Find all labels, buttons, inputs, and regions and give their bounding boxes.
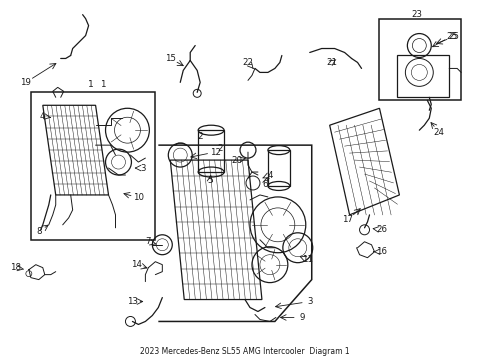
Text: 2: 2 <box>197 132 203 141</box>
Text: 2: 2 <box>218 144 223 153</box>
Text: 25: 25 <box>449 32 460 41</box>
Text: 6: 6 <box>262 180 268 189</box>
Text: 23: 23 <box>412 10 423 19</box>
Text: 13: 13 <box>127 297 138 306</box>
Text: 1: 1 <box>100 80 105 89</box>
Text: 22: 22 <box>243 58 253 67</box>
Text: 25: 25 <box>446 32 458 41</box>
Text: 1: 1 <box>88 80 94 89</box>
Text: 4: 4 <box>40 112 46 121</box>
Bar <box>31 92 155 240</box>
Text: 3: 3 <box>141 163 146 172</box>
Text: 26: 26 <box>376 225 387 234</box>
Text: 3: 3 <box>307 297 313 306</box>
Text: 9: 9 <box>299 313 304 322</box>
Text: 12: 12 <box>210 148 220 157</box>
Text: 21: 21 <box>326 58 337 67</box>
Text: 18: 18 <box>10 263 22 272</box>
Text: 10: 10 <box>133 193 144 202</box>
Bar <box>379 19 461 100</box>
Text: 14: 14 <box>131 260 142 269</box>
Text: 5: 5 <box>207 176 213 185</box>
Bar <box>198 130 224 172</box>
Text: 15: 15 <box>165 54 176 63</box>
Text: 24: 24 <box>434 128 445 137</box>
Text: 8: 8 <box>36 227 42 236</box>
Text: 7: 7 <box>146 237 151 246</box>
Text: 4: 4 <box>267 171 272 180</box>
Text: 11: 11 <box>302 255 313 264</box>
Bar <box>397 55 449 97</box>
Text: 16: 16 <box>376 247 387 256</box>
Text: 20: 20 <box>232 156 243 165</box>
Text: 17: 17 <box>342 215 353 224</box>
Bar <box>268 150 290 186</box>
Text: 19: 19 <box>21 78 31 87</box>
Text: 2023 Mercedes-Benz SL55 AMG Intercooler  Diagram 1: 2023 Mercedes-Benz SL55 AMG Intercooler … <box>140 347 350 356</box>
